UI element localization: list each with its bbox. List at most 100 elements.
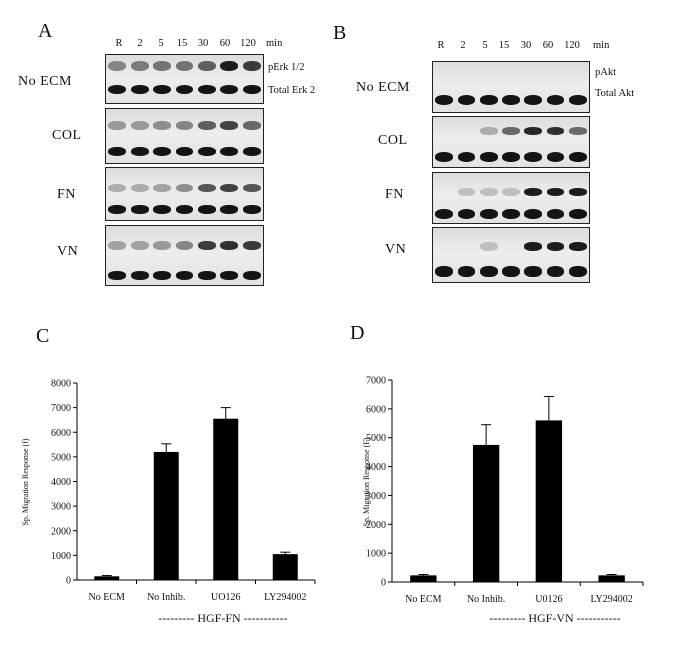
blot-strip-no-ecm xyxy=(105,54,264,104)
timepoint-label: 15 xyxy=(498,40,510,51)
blot-band xyxy=(197,183,216,192)
chart-d-plot: 0 1000 2000 3000 4000 5000 6000 7000 No ECM No In… xyxy=(366,376,644,605)
timepoint-label: 15 xyxy=(176,38,188,49)
timepoint-label: 2 xyxy=(460,40,466,51)
blot-band xyxy=(502,152,520,162)
blot-band xyxy=(175,84,194,95)
blot-band xyxy=(197,60,216,72)
blot-band xyxy=(175,270,194,280)
condition-label-no-ecm: No ECM xyxy=(18,74,72,89)
blot-band xyxy=(108,205,127,215)
blot-band xyxy=(130,183,149,192)
time-unit-label: min xyxy=(266,38,283,49)
blot-band xyxy=(479,152,498,162)
blot-band xyxy=(220,60,239,72)
blot-band xyxy=(457,95,476,105)
blot-band xyxy=(197,240,216,250)
blot-band xyxy=(524,152,543,162)
blot-strip-fn xyxy=(105,167,264,221)
blot-band xyxy=(197,84,216,95)
blot-band xyxy=(435,209,454,219)
blot-band xyxy=(197,146,216,156)
panel-letter-b: B xyxy=(333,22,347,44)
blot-band xyxy=(524,95,543,105)
blot-band xyxy=(546,95,565,105)
blot-band xyxy=(546,265,565,277)
blot-band xyxy=(502,127,520,135)
y-tick-label: 8000 xyxy=(51,379,71,390)
x-tick-label: No ECM xyxy=(405,594,442,605)
blot-band xyxy=(457,209,476,219)
y-tick-label: 1000 xyxy=(51,551,71,562)
blot-band xyxy=(108,183,127,192)
blot-band xyxy=(457,265,476,277)
blot-band xyxy=(220,120,239,130)
y-tick-label: 2000 xyxy=(366,520,386,531)
bar xyxy=(153,451,179,580)
blot-band xyxy=(546,152,565,162)
blot-band xyxy=(457,188,476,196)
blot-band xyxy=(546,127,565,135)
timepoint-label: 30 xyxy=(520,40,532,51)
y-tick-label: 2000 xyxy=(51,526,71,537)
panel-letter-a: A xyxy=(38,20,53,42)
blot-band xyxy=(242,240,261,250)
timepoint-label: 5 xyxy=(482,40,488,51)
y-tick-label: 7000 xyxy=(51,403,71,414)
blot-band xyxy=(568,265,587,277)
y-tick-label: 3000 xyxy=(51,502,71,513)
blot-band xyxy=(457,152,476,162)
blot-strip-col xyxy=(432,116,590,168)
blot-band xyxy=(197,120,216,130)
y-tick-label: 5000 xyxy=(366,433,386,444)
blot-band xyxy=(568,152,587,162)
bar xyxy=(94,576,120,580)
timepoint-label: R xyxy=(115,38,123,49)
timepoint-label: 5 xyxy=(158,38,164,49)
blot-band xyxy=(524,209,543,219)
y-tick-label: 3000 xyxy=(366,491,386,502)
blot-band xyxy=(175,146,194,156)
blot-band xyxy=(546,188,565,196)
blot-band xyxy=(435,152,454,162)
blot-band xyxy=(108,240,127,250)
blot-band xyxy=(502,209,520,219)
blot-band xyxy=(220,205,239,215)
blot-band xyxy=(130,146,149,156)
blot-band xyxy=(130,205,149,215)
timepoint-label: 30 xyxy=(197,38,209,49)
y-tick-label: 1000 xyxy=(366,549,386,560)
blot-band xyxy=(524,265,543,277)
blot-band xyxy=(220,84,239,95)
x-tick-label: No ECM xyxy=(89,592,126,603)
blot-band xyxy=(153,205,172,215)
marker-label-phospho: pAkt xyxy=(595,67,616,78)
blot-band xyxy=(502,265,520,277)
blot-band xyxy=(108,270,127,280)
blot-band xyxy=(220,270,239,280)
blot-band xyxy=(197,205,216,215)
blot-band xyxy=(130,120,149,130)
blot-band xyxy=(242,120,261,130)
x-tick-label: U0126 xyxy=(535,594,562,605)
blot-band xyxy=(153,183,172,192)
y-tick-label: 5000 xyxy=(51,452,71,463)
blot-band xyxy=(108,146,127,156)
blot-band xyxy=(242,84,261,95)
chart-c-plot: 0 1000 2000 3000 4000 5000 6000 7000 8000 No ECM N… xyxy=(51,379,316,603)
chart-d-xlabel: --------- HGF-VN ----------- xyxy=(489,611,620,625)
y-tick-label: 7000 xyxy=(366,376,386,387)
blot-band xyxy=(175,183,194,192)
x-tick-label: No Inhib. xyxy=(147,592,185,603)
chart-d-ylabel: Sp. Migration Response (F) xyxy=(362,437,371,526)
blot-band xyxy=(130,60,149,72)
condition-label-vn: VN xyxy=(385,242,407,257)
blot-band xyxy=(153,146,172,156)
blot-band xyxy=(242,146,261,156)
blot-strip-col xyxy=(105,108,264,164)
blot-band xyxy=(175,205,194,215)
condition-label-no-ecm: No ECM xyxy=(356,80,410,95)
blot-band xyxy=(220,146,239,156)
bar xyxy=(535,420,563,582)
bar xyxy=(598,575,625,582)
